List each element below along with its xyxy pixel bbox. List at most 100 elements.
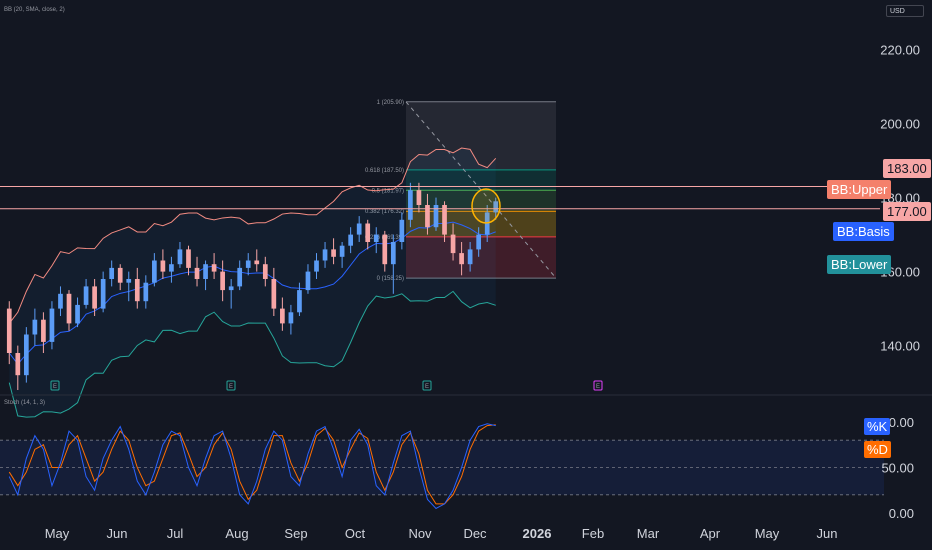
stoch-d-line (8, 424, 496, 505)
candle-body (143, 282, 149, 302)
time-tick: Mar (637, 526, 660, 541)
fib-zone (406, 211, 556, 237)
candle-body (408, 190, 413, 220)
stoch-label[interactable]: Stoch (14, 1, 3) (4, 400, 45, 406)
bb-basis-line (8, 221, 496, 365)
indicator-label[interactable]: BB (20, SMA, close, 2) (4, 7, 65, 13)
time-tick: Nov (408, 526, 432, 541)
fib-level-label: 0.382 (176.32) (365, 209, 404, 215)
candle-body (262, 264, 268, 279)
fib-level-label: 1 (205.90) (377, 100, 404, 106)
candle-body (126, 279, 132, 283)
candle-body (399, 219, 405, 242)
candle-body (109, 267, 115, 279)
candle-body (49, 308, 55, 342)
time-tick: Sep (284, 526, 307, 541)
price-label-183: 183.00 (883, 159, 931, 178)
fib-level-label: 0.618 (187.50) (365, 168, 404, 174)
candle-body (194, 267, 200, 279)
candle-body (382, 234, 388, 265)
stoch-k-tag: %K (864, 418, 891, 435)
bb-lower-tag: BB:Lower (827, 255, 892, 274)
candle-body (373, 234, 379, 242)
candle-body (271, 279, 277, 309)
candle-body (245, 260, 251, 268)
stoch-tick: 50.00 (881, 461, 914, 476)
stoch-tick: 0.00 (889, 506, 914, 521)
candle-body (425, 205, 430, 228)
event-marker-box (226, 380, 236, 391)
candle-body (32, 319, 38, 335)
time-tick: Oct (345, 526, 366, 541)
candle-body (331, 249, 336, 257)
candle-body (305, 271, 311, 291)
candle-body (433, 205, 439, 228)
time-tick: Feb (582, 526, 604, 541)
event-marker-box (422, 380, 432, 391)
price-tick: 140.00 (880, 339, 920, 354)
bb-upper-line (8, 147, 497, 324)
time-tick: Dec (463, 526, 487, 541)
candle-body (83, 286, 89, 305)
candle-body (288, 312, 294, 324)
candle-body (220, 271, 225, 291)
candle-body (211, 264, 217, 272)
fib-zone (406, 101, 556, 170)
candle-body (75, 304, 80, 324)
time-tick: Jun (107, 526, 128, 541)
event-marker: E (53, 384, 57, 390)
candle-body (442, 205, 447, 235)
candle-body (203, 264, 208, 279)
candle-body (390, 242, 396, 265)
event-marker: E (229, 384, 233, 390)
candle-body (134, 279, 140, 302)
time-axis[interactable]: May Jun Jul Aug Sep Oct Nov Dec 2026 Feb Mar Apr May… (45, 526, 838, 541)
candle-body (92, 286, 97, 309)
candle-body (58, 293, 63, 309)
candle-body (6, 308, 12, 353)
stoch-d-tag: %D (864, 441, 891, 458)
candle-body (237, 267, 243, 287)
candle-body (416, 190, 422, 205)
currency-selector[interactable]: USD (886, 5, 924, 17)
price-label-177: 177.00 (883, 202, 931, 221)
price-tick: 200.00 (880, 117, 920, 132)
time-tick: Aug (225, 526, 248, 541)
candle-body (177, 249, 183, 265)
time-tick: Apr (700, 526, 721, 541)
candle-body (356, 223, 362, 235)
stoch-band (0, 440, 884, 495)
event-marker-box (50, 380, 60, 391)
candle-body (66, 293, 72, 324)
bollinger-bands (8, 147, 497, 418)
price-tick: 220.00 (880, 43, 920, 58)
highlight-circle (471, 188, 501, 224)
candle-body (459, 253, 464, 265)
candle-body (365, 223, 371, 242)
bb-upper-tag: BB:Upper (827, 180, 892, 199)
candle-body (493, 201, 499, 213)
candle-body (228, 286, 234, 291)
candle-body (348, 234, 353, 246)
candle-body (254, 260, 260, 265)
candle-body (23, 334, 29, 376)
candle-body (339, 245, 345, 257)
bb-fill (9, 148, 496, 418)
candle-body (152, 260, 157, 283)
fibonacci-retracement[interactable]: 1 (205.90) 0.618 (187.50) 0.5 (181.97) 0.38… (365, 100, 557, 282)
time-tick: May (45, 526, 70, 541)
candle-body (117, 267, 123, 283)
event-marker: E (425, 384, 429, 390)
candle-body (314, 260, 319, 272)
bb-lower-line (8, 290, 496, 418)
candlestick-series (6, 182, 499, 390)
fib-zone (406, 169, 556, 191)
horizontal-lines[interactable] (0, 186, 880, 210)
candle-body (467, 249, 473, 265)
time-tick: 2026 (523, 526, 552, 541)
fib-level-label: 0 (158.25) (377, 276, 404, 282)
candle-body (160, 260, 166, 272)
